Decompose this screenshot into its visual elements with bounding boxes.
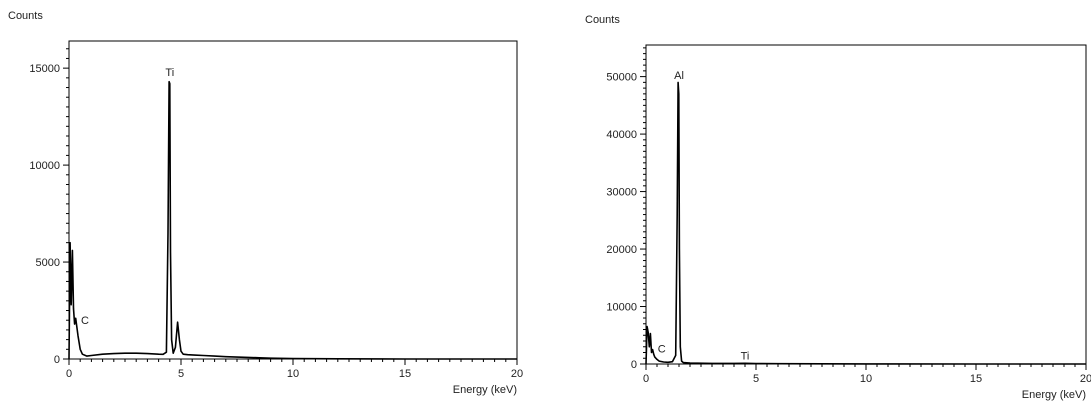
x-axis-label: Energy (keV) [453, 384, 517, 396]
plot-frame [68, 40, 518, 360]
peak-annotation-c: C [81, 315, 89, 327]
y-tick-label: 0 [631, 359, 637, 371]
x-tick-label: 5 [178, 368, 184, 380]
y-tick-label: 40000 [606, 129, 637, 141]
y-tick-label: 10000 [29, 160, 60, 172]
spectrum-line [68, 80, 517, 360]
y-tick-label: 50000 [606, 72, 637, 84]
x-axis-label: Energy (keV) [1022, 389, 1086, 401]
y-axis-label: Counts [585, 14, 620, 26]
edx-spectrum-svg: Counts 0 10000 20000 30000 40000 50000 0 5 10 15 20… [585, 14, 1091, 401]
x-tick-label: 15 [970, 373, 982, 385]
plot-frame [645, 44, 1087, 365]
y-tick-label: 0 [54, 354, 60, 366]
x-tick-label: 20 [1080, 373, 1091, 385]
y-tick-label: 10000 [606, 302, 637, 314]
y-tick-label: 30000 [606, 187, 637, 199]
peak-annotation-c: C [658, 344, 666, 356]
edx-spectrum-svg: Counts 0 5000 10000 15000 0 5 10 15 20 Energy (keV… [8, 10, 523, 396]
left-edx-spectrum-chart: Counts 0 5000 10000 15000 0 5 10 15 20 Energy (keV… [0, 0, 530, 414]
x-tick-label: 20 [511, 368, 523, 380]
y-tick-label: 5000 [36, 257, 60, 269]
y-tick-label: 20000 [606, 244, 637, 256]
peak-annotation-ti: Ti [741, 350, 750, 362]
x-tick-label: 0 [66, 368, 72, 380]
spectrum-line [645, 81, 1086, 365]
peak-annotation-al: Al [674, 70, 684, 82]
peak-annotation-ti: Ti [165, 67, 174, 79]
y-tick-label: 15000 [29, 63, 60, 75]
x-tick-label: 0 [643, 373, 649, 385]
x-tick-label: 5 [753, 373, 759, 385]
x-tick-label: 10 [287, 368, 299, 380]
x-tick-label: 10 [860, 373, 872, 385]
x-tick-label: 15 [399, 368, 411, 380]
y-axis-label: Counts [8, 10, 43, 22]
right-edx-spectrum-chart: Counts 0 10000 20000 30000 40000 50000 0 5 10 15 20… [565, 0, 1091, 414]
